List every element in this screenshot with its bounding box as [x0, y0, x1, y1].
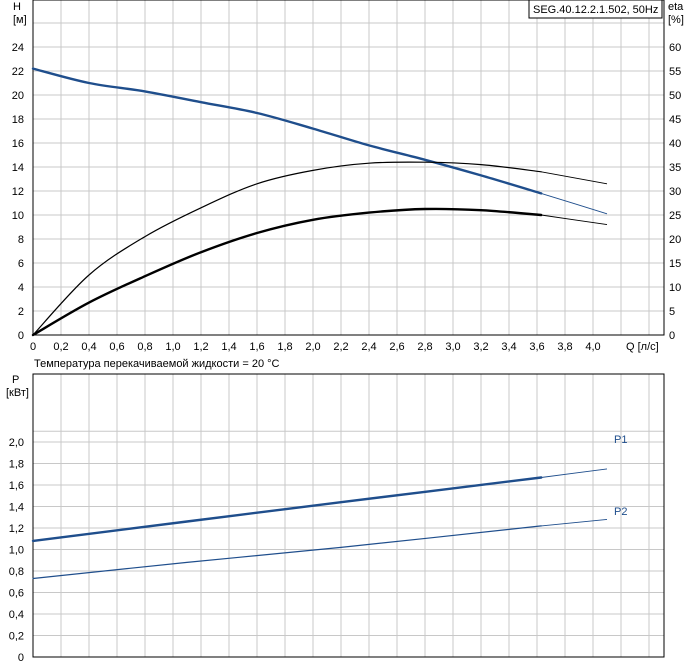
eta-tick-label: 60: [669, 42, 681, 54]
x-tick-label: 0,8: [137, 341, 152, 353]
x-tick-label: 2,2: [333, 341, 348, 353]
h-axis-label: H: [13, 1, 21, 13]
eta-tick-label: 30: [669, 186, 681, 198]
x-tick-label: 1,6: [249, 341, 264, 353]
eta-tick-label: 55: [669, 66, 681, 78]
x-tick-label: 3,4: [501, 341, 516, 353]
p-tick-label: 1,4: [9, 502, 24, 514]
series-p2-extension: [541, 518, 608, 527]
h-tick-label: 16: [12, 138, 24, 150]
h-tick-label: 22: [12, 66, 24, 78]
series-p1-extension: [541, 468, 608, 478]
p-tick-label: 1,8: [9, 459, 24, 471]
h-axis-unit: [м]: [13, 14, 27, 26]
h-tick-label: 20: [12, 90, 24, 102]
top-chart-grid: [33, 0, 664, 335]
x-tick-label: 0: [30, 341, 36, 353]
temperature-note: Температура перекачиваемой жидкости = 20…: [34, 358, 280, 370]
bottom-chart-grid: [33, 374, 664, 657]
series-eta-line: [32, 161, 542, 336]
x-tick-label: 1,2: [193, 341, 208, 353]
eta-tick-label: 50: [669, 90, 681, 102]
p-tick-label: 1,6: [9, 480, 24, 492]
h-tick-label: 6: [18, 258, 24, 270]
eta-tick-label: 40: [669, 138, 681, 150]
x-tick-label: 3,8: [557, 341, 572, 353]
eta-tick-label: 35: [669, 162, 681, 174]
top-chart-series: [31, 67, 608, 337]
x-tick-label: 3,0: [445, 341, 460, 353]
series-p1-line: [31, 476, 543, 543]
p1-series-label: P1: [614, 434, 627, 446]
h-tick-label: 8: [18, 234, 24, 246]
x-tick-label: 2,0: [305, 341, 320, 353]
p-tick-label: 0,8: [9, 566, 24, 578]
h-tick-label: 18: [12, 114, 24, 126]
x-tick-label: 0,2: [53, 341, 68, 353]
q-axis-label: Q [л/с]: [626, 341, 659, 353]
x-tick-label: 0,6: [109, 341, 124, 353]
eta-axis-label: eta: [668, 1, 684, 13]
h-tick-label: 12: [12, 186, 24, 198]
p-tick-label: 2,0: [9, 437, 24, 449]
x-tick-label: 1,0: [165, 341, 180, 353]
model-box: [528, 0, 663, 19]
series-h-extension: [541, 192, 608, 215]
series-eta2-line: [31, 207, 543, 337]
h-tick-label: 24: [12, 42, 24, 54]
p-tick-label: 0,6: [9, 588, 24, 600]
eta-tick-label: 25: [669, 210, 681, 222]
eta-tick-label: 10: [669, 282, 681, 294]
x-tick-label: 1,8: [277, 341, 292, 353]
eta-tick-label: 20: [669, 234, 681, 246]
x-tick-label: 3,6: [529, 341, 544, 353]
p-axis-label: P: [12, 374, 19, 386]
eta-tick-label: 15: [669, 258, 681, 270]
eta-axis-unit: [%]: [668, 14, 684, 26]
series-h-line: [31, 67, 543, 195]
top-chart-ticks: 0 0,2 0,4 0,6 0,8 1,0 1,2 1,4 1,6 1,8 2,0 2,2 2,4 2,6…: [12, 42, 682, 353]
top-chart-frame: [32, 0, 665, 336]
p-tick-label: 0,2: [9, 631, 24, 643]
series-p2-line: [32, 525, 542, 580]
series-eta2-extension: [541, 214, 608, 226]
h-tick-label: 0: [18, 330, 24, 342]
bottom-chart-series: [31, 468, 608, 580]
h-tick-label: 10: [12, 210, 24, 222]
x-tick-label: 2,8: [417, 341, 432, 353]
p-tick-label: 1,2: [9, 523, 24, 535]
h-tick-label: 2: [18, 306, 24, 318]
bottom-chart-frame: [32, 373, 665, 658]
x-tick-label: 3,2: [473, 341, 488, 353]
series-eta-extension: [541, 171, 608, 185]
p-tick-label: 0: [18, 652, 24, 664]
eta-tick-label: 5: [669, 306, 675, 318]
model-label: SEG.40.12.2.1.502, 50Hz: [533, 4, 658, 16]
eta-tick-label: 45: [669, 114, 681, 126]
x-tick-label: 2,6: [389, 341, 404, 353]
x-tick-label: 4,0: [585, 341, 600, 353]
p2-series-label: P2: [614, 506, 627, 518]
x-tick-label: 0,4: [81, 341, 96, 353]
p-tick-label: 1,0: [9, 545, 24, 557]
p-axis-unit: [кВт]: [6, 387, 29, 399]
p-tick-label: 0,4: [9, 609, 24, 621]
h-tick-label: 14: [12, 162, 24, 174]
h-tick-label: 4: [18, 282, 24, 294]
x-tick-label: 2,4: [361, 341, 376, 353]
x-tick-label: 1,4: [221, 341, 236, 353]
bottom-chart-ticks: 0 0,2 0,4 0,6 0,8 1,0 1,2 1,4 1,6 1,8 2,0: [9, 437, 24, 664]
eta-tick-label: 0: [669, 330, 675, 342]
